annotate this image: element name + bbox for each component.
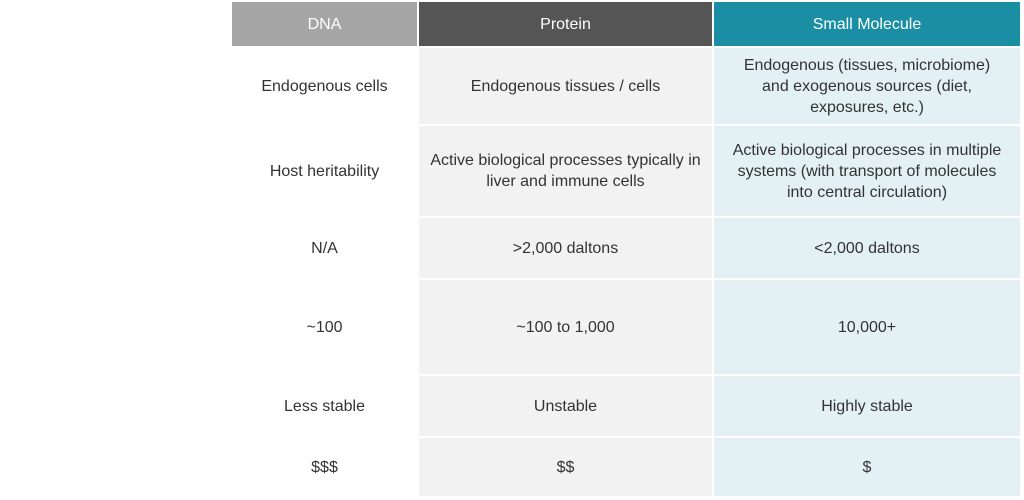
table-cell: Endogenous (tissues, microbiome) and exo… (714, 48, 1020, 124)
column-header: Small Molecule (714, 2, 1020, 46)
table-cell: Endogenous cells (232, 48, 417, 124)
table-cell: $$$ (232, 438, 417, 496)
table-cell: $$ (419, 438, 712, 496)
table-cell: Less stable (232, 376, 417, 436)
table-cell: Endogenous tissues / cells (419, 48, 712, 124)
table-cell: Active biological processes in multiple … (714, 126, 1020, 216)
table-cell: N/A (232, 218, 417, 278)
table-cell: ~100 (232, 280, 417, 374)
table-cell: Host heritability (232, 126, 417, 216)
column-header: Protein (419, 2, 712, 46)
table-cell: Unstable (419, 376, 712, 436)
table-cell: Highly stable (714, 376, 1020, 436)
table-cell: <2,000 daltons (714, 218, 1020, 278)
table-cell: Active biological processes typically in… (419, 126, 712, 216)
table-cell: 10,000+ (714, 280, 1020, 374)
table-cell: ~100 to 1,000 (419, 280, 712, 374)
table-cell: $ (714, 438, 1020, 496)
column-header: DNA (232, 2, 417, 46)
table-cell: >2,000 daltons (419, 218, 712, 278)
